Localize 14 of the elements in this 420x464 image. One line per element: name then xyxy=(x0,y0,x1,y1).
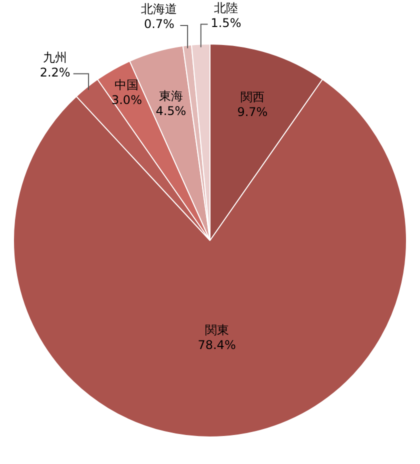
slice-label: 東海 xyxy=(158,89,183,104)
data-label: 78.4% xyxy=(198,338,236,352)
slice-label: 北陸 xyxy=(214,0,238,15)
slice-label: 九州 xyxy=(43,50,68,64)
data-label: 0.7% xyxy=(144,17,174,32)
data-label: 2.2% xyxy=(40,65,70,80)
slice-label: 北海道 xyxy=(141,2,178,16)
data-label: 1.5% xyxy=(210,16,242,30)
data-label: 9.7% xyxy=(237,105,268,120)
slice-label: 関西 xyxy=(240,90,264,104)
data-label: 4.5% xyxy=(156,104,186,118)
slice-label: 関東 xyxy=(204,323,229,338)
data-label: 3.0% xyxy=(111,93,142,108)
slice-label: 中国 xyxy=(114,78,139,92)
